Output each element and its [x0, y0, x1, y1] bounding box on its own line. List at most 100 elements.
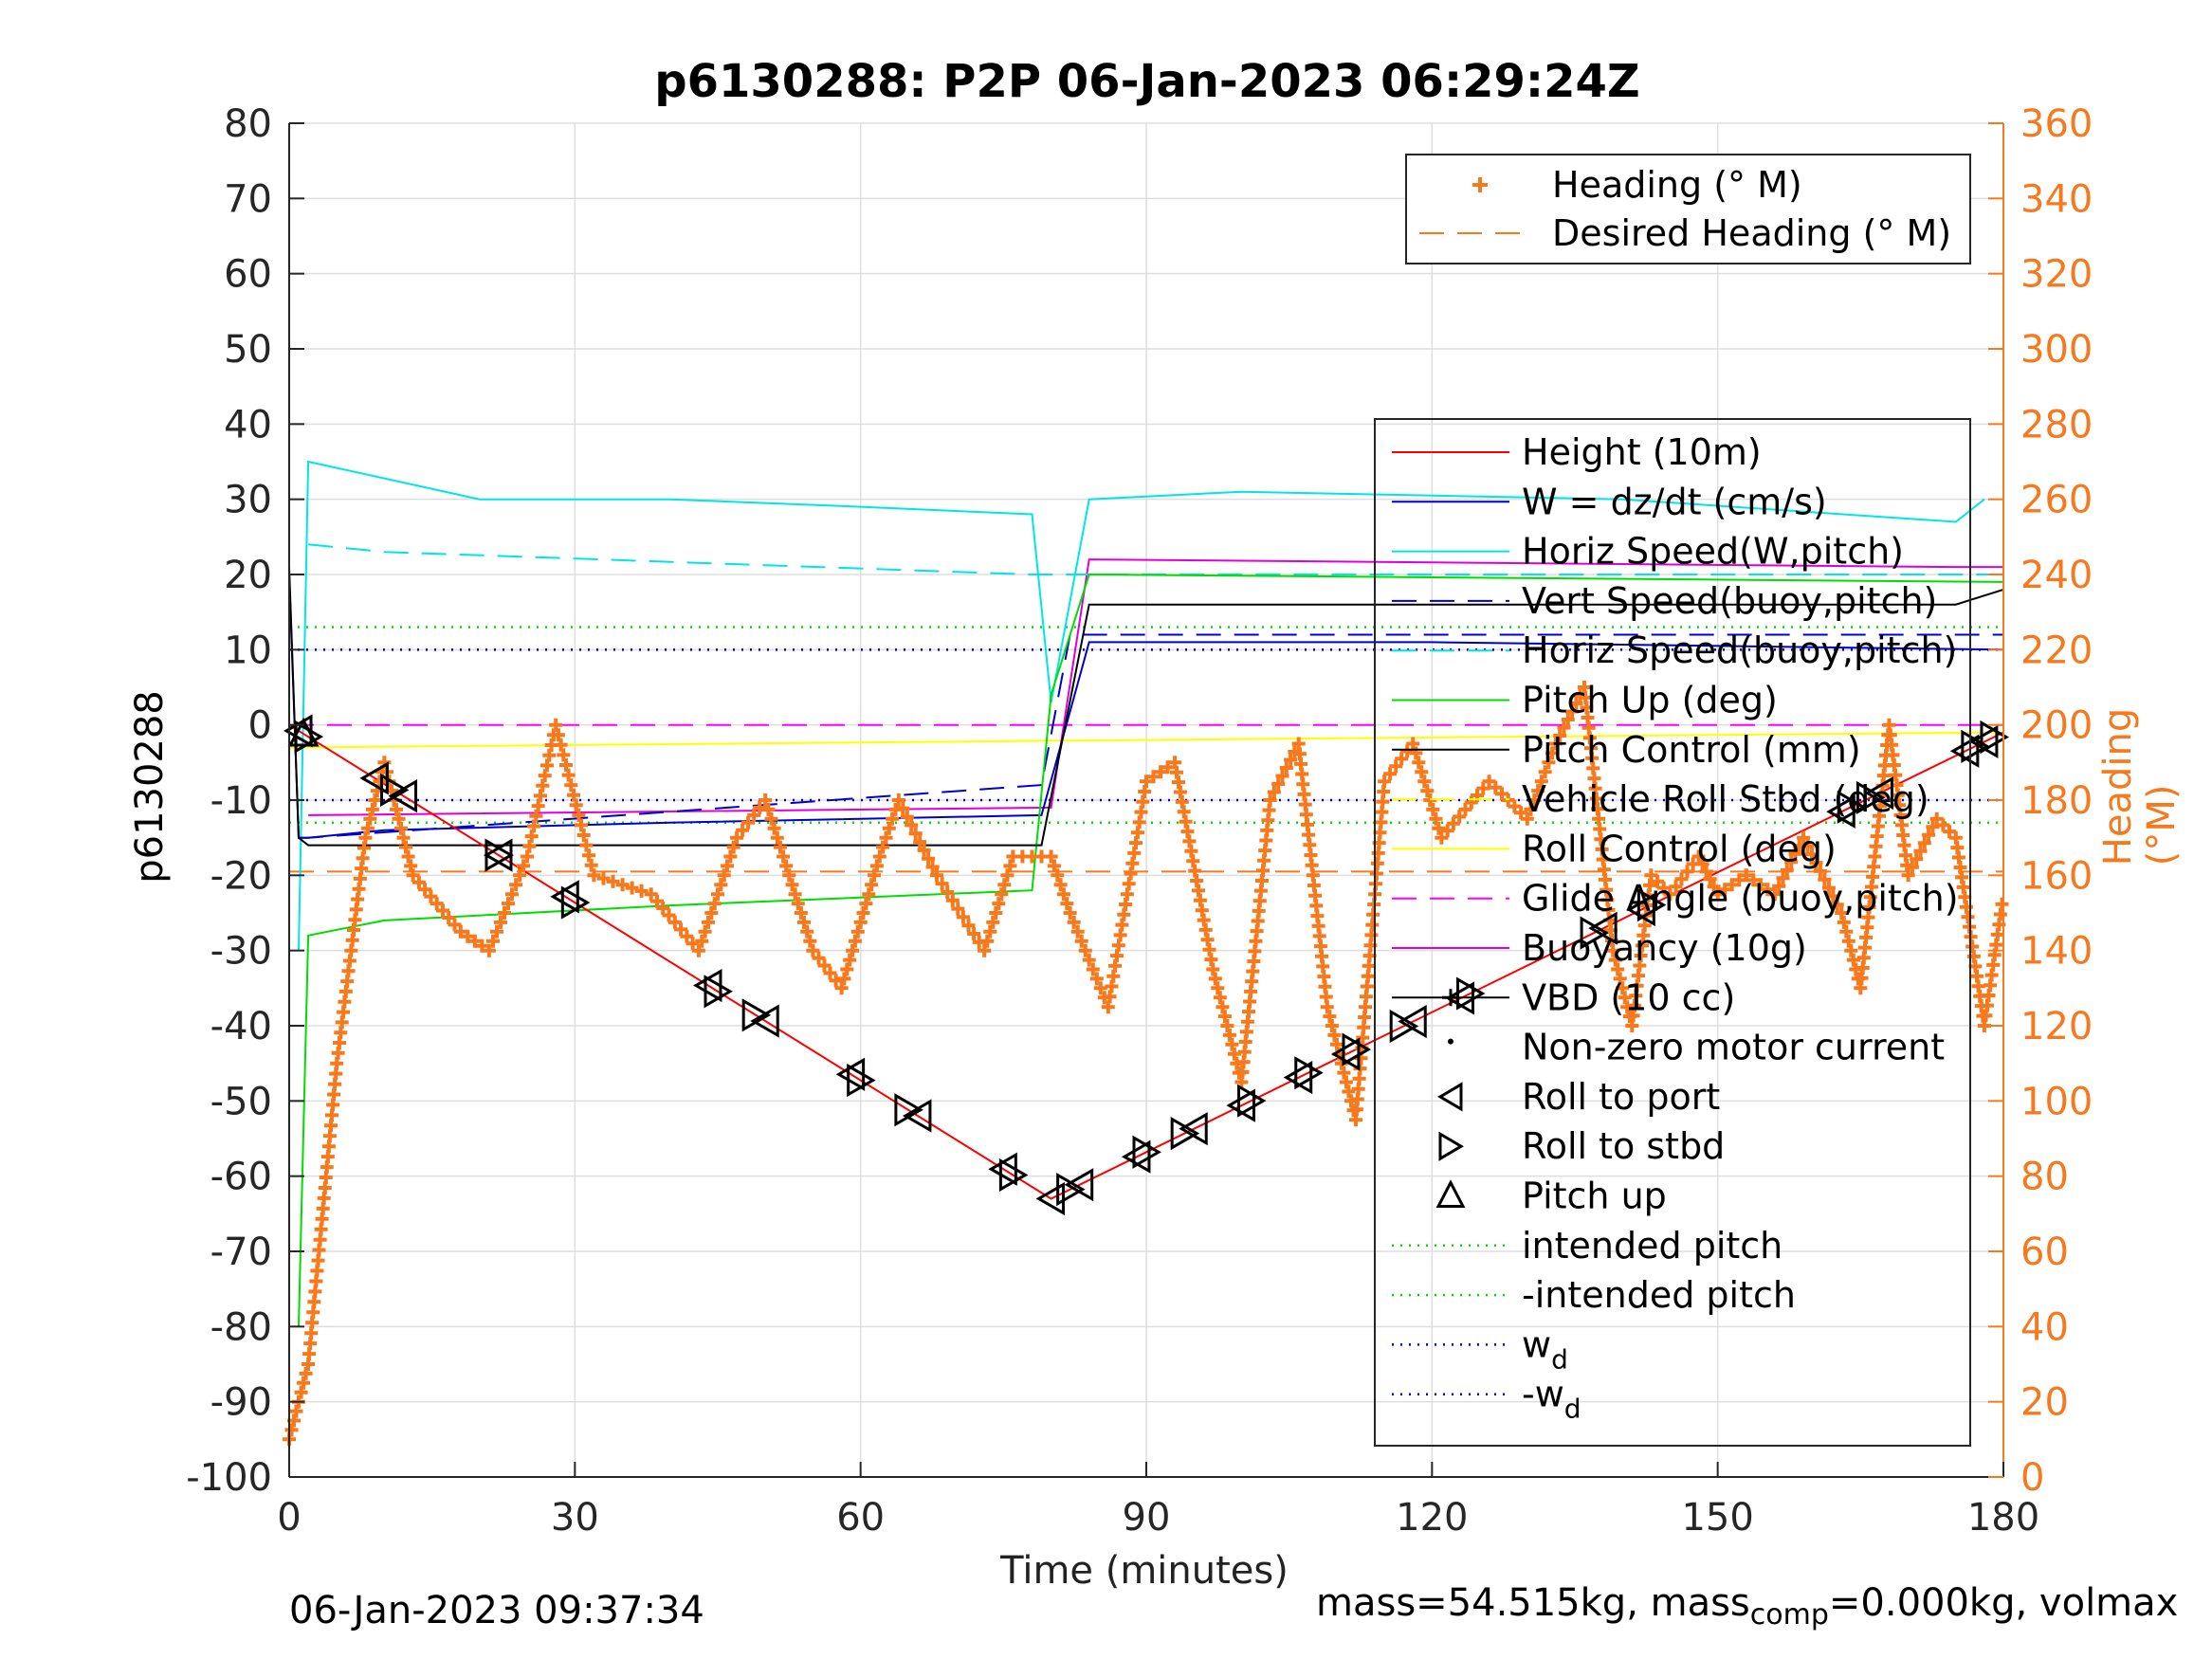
legend-main-label: Pitch up	[1522, 1176, 1667, 1217]
heading-point	[951, 902, 965, 916]
heading-point	[1415, 765, 1429, 779]
heading-point	[1520, 811, 1534, 826]
heading-point	[717, 868, 731, 883]
heading-point	[1674, 872, 1689, 886]
heading-point	[656, 902, 670, 915]
heading-point	[1051, 868, 1065, 883]
x-tick-label: 90	[1123, 1496, 1171, 1540]
heading-point	[1663, 887, 1677, 902]
heading-point	[527, 819, 541, 833]
heading-point	[956, 910, 970, 924]
heading-point	[1284, 753, 1298, 767]
heading-point	[521, 849, 535, 864]
heading-point	[882, 821, 896, 835]
heading-point	[1208, 972, 1222, 986]
heading-point	[1732, 873, 1746, 887]
y2-tick-label: 320	[2020, 253, 2093, 297]
roll-stbd-marker	[1132, 1135, 1162, 1169]
heading-point	[1821, 881, 1836, 895]
y2-tick-label: 220	[2020, 629, 2093, 672]
heading-point	[1406, 737, 1420, 751]
heading-point	[823, 966, 837, 980]
heading-point	[1464, 795, 1478, 810]
heading-point	[698, 924, 712, 939]
legend-main-label: Glide Angle (buoy,pitch)	[1522, 878, 1959, 920]
heading-point	[850, 924, 865, 939]
heading-point	[644, 887, 658, 902]
heading-point	[840, 962, 854, 976]
heading-point	[879, 830, 893, 845]
heading-point	[1220, 1019, 1234, 1032]
y-tick-label: 70	[224, 177, 272, 221]
heading-point	[1458, 802, 1472, 816]
heading-point	[1003, 859, 1017, 873]
heading-point	[1154, 765, 1168, 779]
heading-point	[794, 906, 808, 920]
y2-tick-label: 80	[2020, 1156, 2069, 1199]
x-tick-label: 120	[1396, 1496, 1468, 1540]
heading-point	[498, 906, 511, 920]
heading-point	[1432, 821, 1446, 835]
heading-point	[1047, 859, 1061, 873]
roll-stbd-marker	[1636, 887, 1667, 922]
heading-point	[1225, 1037, 1239, 1051]
heading-point	[1784, 855, 1799, 869]
heading-point	[1412, 756, 1426, 770]
heading-point	[992, 897, 1006, 911]
legend-swatch-stbd	[1438, 1131, 1464, 1161]
heading-point	[368, 793, 382, 807]
heading-point	[1527, 793, 1542, 807]
series-height-10m	[288, 723, 2004, 1200]
heading-point	[1805, 848, 1819, 862]
heading-point	[615, 878, 630, 892]
heading-point	[721, 859, 734, 873]
heading-point	[399, 840, 412, 854]
y-tick-label: -70	[210, 1231, 272, 1274]
heading-point	[1271, 777, 1286, 791]
heading-point	[1476, 781, 1490, 795]
heading-point	[886, 811, 900, 826]
legend-top-label: Desired Heading (° M)	[1552, 212, 1951, 254]
y-tick-label: 10	[224, 629, 272, 672]
y-tick-label: -90	[210, 1381, 272, 1425]
roll-stbd-marker	[379, 773, 410, 807]
legend-main-label: Roll to stbd	[1522, 1125, 1725, 1167]
heading-point	[1776, 871, 1790, 885]
roll-stbd-marker	[1456, 976, 1486, 1011]
legend-swatch-dot	[1448, 1038, 1453, 1045]
heading-point	[1320, 1000, 1334, 1014]
heading-point	[299, 1366, 313, 1380]
legend-top-label: Heading (° M)	[1552, 164, 1802, 206]
heading-point	[363, 811, 377, 826]
heading-point	[1074, 934, 1088, 948]
y-tick-label: 30	[224, 479, 272, 522]
heading-point	[1837, 915, 1851, 929]
heading-point	[896, 801, 910, 815]
heading-point	[983, 924, 997, 939]
legend-swatch-marker	[1442, 989, 1459, 1007]
heading-point	[791, 897, 805, 911]
roll-stbd-marker	[998, 1158, 1029, 1193]
heading-point	[1140, 775, 1153, 789]
heading-point	[797, 915, 811, 929]
heading-point	[467, 934, 482, 948]
heading-point	[702, 915, 715, 929]
heading-point	[575, 818, 588, 832]
legend-main-label: Vert Speed(buoy,pitch)	[1522, 580, 1937, 622]
roll-stbd-marker	[741, 998, 772, 1032]
heading-point	[1389, 759, 1403, 774]
heading-point	[559, 758, 573, 772]
heading-point	[1695, 857, 1709, 871]
heading-point	[486, 934, 500, 948]
heading-point	[1616, 981, 1630, 995]
heading-point	[759, 793, 773, 807]
heading-point	[773, 840, 787, 854]
heading-point	[869, 859, 884, 873]
heading-point	[1524, 802, 1538, 816]
y2-tick-label: 200	[2020, 704, 2093, 748]
heading-point	[691, 943, 705, 957]
heading-point	[436, 903, 449, 918]
legend-main-box	[1374, 418, 1971, 1447]
series-horiz-speed-buoy-pitch	[308, 543, 2003, 575]
